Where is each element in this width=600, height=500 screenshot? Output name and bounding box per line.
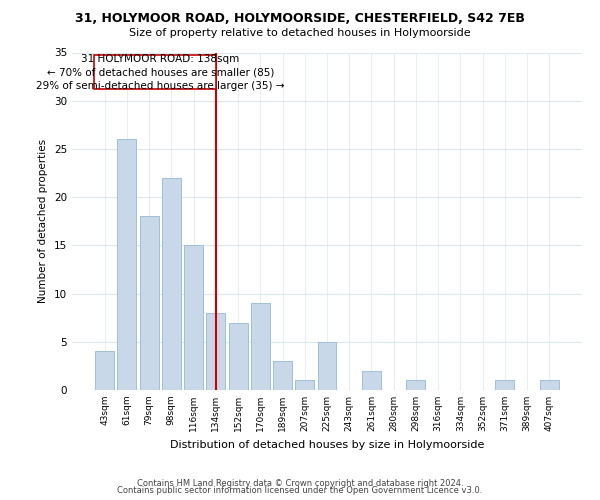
Bar bbox=[118, 140, 136, 390]
Bar bbox=[406, 380, 425, 390]
Bar bbox=[540, 380, 559, 390]
Bar bbox=[273, 361, 292, 390]
Bar bbox=[229, 322, 248, 390]
Bar bbox=[184, 246, 203, 390]
FancyBboxPatch shape bbox=[94, 56, 216, 89]
Bar bbox=[140, 216, 158, 390]
X-axis label: Distribution of detached houses by size in Holymoorside: Distribution of detached houses by size … bbox=[170, 440, 484, 450]
Text: Size of property relative to detached houses in Holymoorside: Size of property relative to detached ho… bbox=[129, 28, 471, 38]
Bar bbox=[251, 303, 270, 390]
Y-axis label: Number of detached properties: Number of detached properties bbox=[38, 139, 49, 304]
Text: Contains HM Land Registry data © Crown copyright and database right 2024.: Contains HM Land Registry data © Crown c… bbox=[137, 478, 463, 488]
Bar bbox=[162, 178, 181, 390]
Text: 31, HOLYMOOR ROAD, HOLYMOORSIDE, CHESTERFIELD, S42 7EB: 31, HOLYMOOR ROAD, HOLYMOORSIDE, CHESTER… bbox=[75, 12, 525, 26]
Bar bbox=[206, 313, 225, 390]
Bar bbox=[496, 380, 514, 390]
Bar bbox=[295, 380, 314, 390]
Text: Contains public sector information licensed under the Open Government Licence v3: Contains public sector information licen… bbox=[118, 486, 482, 495]
Text: 31 HOLYMOOR ROAD: 138sqm
← 70% of detached houses are smaller (85)
29% of semi-d: 31 HOLYMOOR ROAD: 138sqm ← 70% of detach… bbox=[36, 54, 284, 91]
Bar bbox=[362, 370, 381, 390]
Bar bbox=[95, 352, 114, 390]
Bar bbox=[317, 342, 337, 390]
